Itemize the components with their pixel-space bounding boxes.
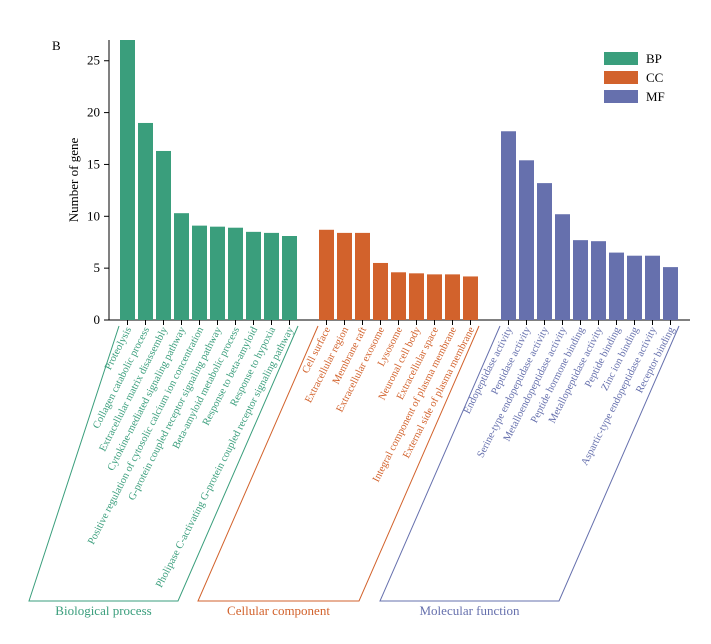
y-axis-label: Number of gene bbox=[66, 138, 81, 223]
bar bbox=[156, 150, 171, 320]
bar bbox=[627, 255, 642, 320]
bar bbox=[391, 272, 406, 320]
bar bbox=[319, 229, 334, 320]
bar bbox=[246, 231, 261, 320]
panel-letter: B bbox=[52, 38, 61, 53]
y-tick-label: 5 bbox=[94, 260, 101, 275]
bar bbox=[355, 232, 370, 320]
bar bbox=[555, 214, 570, 320]
bar bbox=[337, 232, 352, 320]
bar bbox=[138, 122, 153, 321]
bar bbox=[591, 241, 606, 320]
bar bbox=[174, 213, 189, 320]
bar bbox=[192, 225, 207, 320]
legend-label: MF bbox=[646, 89, 665, 104]
bar bbox=[210, 226, 225, 320]
group-label: Biological process bbox=[55, 603, 151, 618]
group-bracket bbox=[379, 325, 680, 602]
bar bbox=[427, 274, 442, 320]
group-bracket bbox=[197, 325, 480, 602]
group-bracket bbox=[28, 325, 299, 602]
bar bbox=[120, 40, 135, 320]
bar bbox=[501, 131, 516, 320]
bar bbox=[463, 276, 478, 320]
group-label: Molecular function bbox=[420, 603, 520, 618]
legend-label: CC bbox=[646, 70, 663, 85]
y-tick-label: 0 bbox=[94, 312, 101, 327]
group-label: Cellular component bbox=[227, 603, 330, 618]
bar bbox=[228, 227, 243, 320]
bar bbox=[609, 252, 624, 320]
legend-swatch bbox=[604, 90, 638, 103]
bar bbox=[445, 274, 460, 320]
legend-swatch bbox=[604, 52, 638, 65]
y-tick-label: 15 bbox=[87, 156, 100, 171]
y-tick-label: 10 bbox=[87, 208, 100, 223]
bar bbox=[573, 240, 588, 320]
legend-swatch bbox=[604, 71, 638, 84]
bar bbox=[645, 255, 660, 320]
bar bbox=[409, 273, 424, 320]
bar bbox=[663, 267, 678, 320]
legend-label: BP bbox=[646, 51, 662, 66]
bar bbox=[373, 262, 388, 320]
bar bbox=[519, 160, 534, 320]
y-tick-label: 25 bbox=[87, 53, 100, 68]
bar bbox=[264, 232, 279, 320]
bar bbox=[282, 236, 297, 320]
y-tick-label: 20 bbox=[87, 105, 100, 120]
bar bbox=[537, 183, 552, 320]
